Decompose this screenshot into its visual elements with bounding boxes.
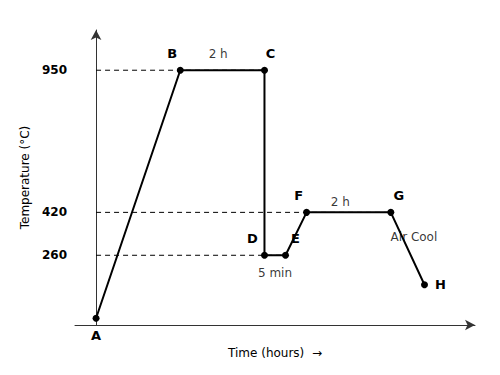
svg-text:420: 420 xyxy=(42,205,67,219)
svg-text:260: 260 xyxy=(42,248,67,262)
svg-text:Time (hours) →: Time (hours) → xyxy=(227,346,322,360)
svg-text:2 h: 2 h xyxy=(331,195,350,209)
svg-text:G: G xyxy=(393,188,404,203)
svg-text:E: E xyxy=(291,231,300,246)
svg-text:F: F xyxy=(294,188,303,203)
svg-text:A: A xyxy=(91,328,101,343)
svg-text:Temperature (°C): Temperature (°C) xyxy=(18,126,32,231)
svg-text:Air Cool: Air Cool xyxy=(391,230,438,244)
svg-text:C: C xyxy=(266,46,276,61)
svg-text:2 h: 2 h xyxy=(209,47,228,61)
svg-text:B: B xyxy=(167,46,177,61)
svg-text:5 min: 5 min xyxy=(258,266,292,280)
svg-text:950: 950 xyxy=(42,63,67,77)
svg-text:H: H xyxy=(435,277,446,292)
svg-text:D: D xyxy=(247,231,258,246)
